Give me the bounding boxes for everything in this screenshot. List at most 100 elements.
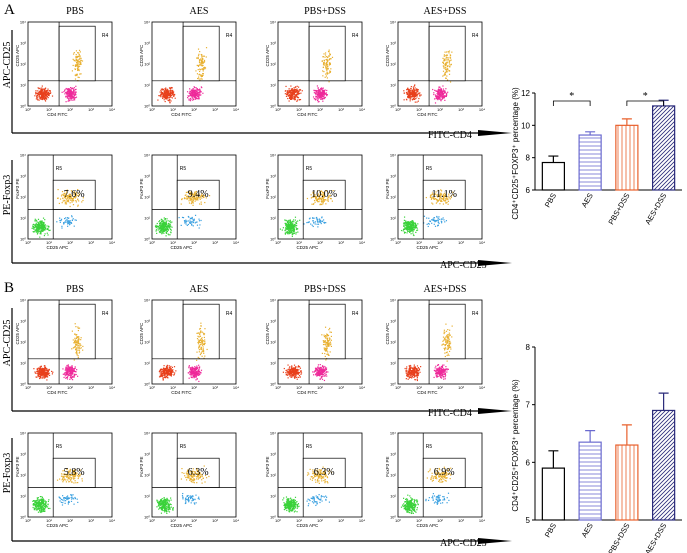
event-dot (320, 203, 322, 205)
decade-label: 10³ (20, 41, 26, 46)
event-dot (40, 233, 42, 235)
event-dot (295, 226, 297, 228)
event-dot (447, 57, 449, 59)
plot-x-label: CD25 APC (297, 245, 320, 250)
event-dot (294, 90, 296, 92)
event-dot (162, 378, 164, 380)
decade-label: 10⁴ (109, 385, 115, 390)
event-dot (294, 96, 296, 98)
event-dot (444, 91, 446, 93)
event-dot (81, 201, 83, 203)
event-dot (323, 192, 325, 195)
decade-label: 10¹ (390, 83, 396, 88)
event-dot (444, 192, 446, 194)
event-dot (406, 93, 408, 95)
event-dot (45, 376, 47, 378)
event-dot (75, 58, 77, 61)
event-dot (195, 91, 197, 93)
decade-label: 10¹ (270, 83, 276, 88)
event-dot (79, 51, 81, 53)
decade-label: 10² (144, 62, 150, 67)
event-dot (200, 91, 202, 93)
event-dot (67, 474, 70, 476)
event-dot (433, 92, 435, 94)
event-dot (291, 234, 293, 236)
event-dot (33, 509, 36, 511)
event-dot (407, 87, 409, 89)
event-dot (70, 378, 72, 380)
event-dot (196, 73, 199, 75)
event-dot (35, 503, 37, 505)
event-dot (60, 473, 63, 475)
event-dot (41, 87, 43, 89)
event-dot (77, 341, 79, 343)
event-dot (325, 203, 327, 205)
event-dot (196, 371, 198, 373)
event-dot (60, 195, 63, 197)
event-dot (320, 88, 322, 90)
decade-label: 10² (437, 107, 443, 112)
event-dot (292, 233, 294, 235)
event-dot (42, 225, 44, 227)
event-dot (64, 221, 66, 223)
event-dot (71, 379, 74, 381)
event-dot (323, 59, 325, 61)
event-dot (317, 89, 319, 92)
event-dot (45, 94, 47, 96)
event-dot (440, 200, 442, 202)
event-dot (39, 230, 41, 232)
event-dot (200, 343, 202, 346)
event-dot (34, 227, 36, 229)
event-dot (185, 196, 188, 198)
event-dot (315, 96, 317, 98)
event-dot (191, 195, 193, 197)
event-dot (405, 91, 408, 94)
event-dot (47, 507, 50, 510)
event-dot (297, 93, 299, 96)
event-dot (288, 88, 290, 90)
event-dot (285, 224, 287, 226)
event-dot (414, 90, 416, 92)
event-dot (448, 60, 450, 62)
event-dot (65, 189, 68, 192)
event-dot (170, 90, 172, 92)
event-dot (168, 91, 170, 93)
event-dot (170, 374, 172, 376)
event-dot (169, 374, 171, 376)
event-dot (290, 98, 292, 100)
event-dot (199, 366, 201, 368)
event-dot (66, 219, 68, 221)
event-dot (403, 225, 405, 227)
event-dot (439, 196, 441, 198)
decade-label: 10² (270, 62, 276, 67)
event-dot (435, 95, 438, 97)
event-dot (441, 190, 443, 192)
event-dot (405, 228, 408, 230)
event-dot (74, 97, 77, 99)
event-dot (78, 55, 80, 58)
event-dot (42, 217, 45, 219)
event-dot (76, 333, 78, 336)
event-dot (49, 92, 51, 94)
event-dot (197, 343, 200, 345)
event-dot (319, 203, 321, 205)
event-dot (324, 54, 327, 56)
event-dot (295, 221, 298, 223)
event-dot (189, 370, 191, 372)
event-dot (408, 90, 410, 92)
event-dot (40, 509, 43, 511)
event-dot (76, 343, 78, 345)
event-dot (76, 63, 78, 65)
event-dot (63, 223, 65, 225)
decade-label: 10⁰ (270, 237, 276, 242)
event-dot (171, 94, 173, 97)
event-dot (203, 357, 205, 359)
event-dot (291, 235, 293, 237)
event-dot (315, 91, 317, 93)
event-dot (198, 336, 200, 338)
event-dot (406, 221, 408, 223)
event-dot (435, 95, 437, 98)
event-dot (416, 89, 419, 91)
event-dot (321, 200, 323, 202)
